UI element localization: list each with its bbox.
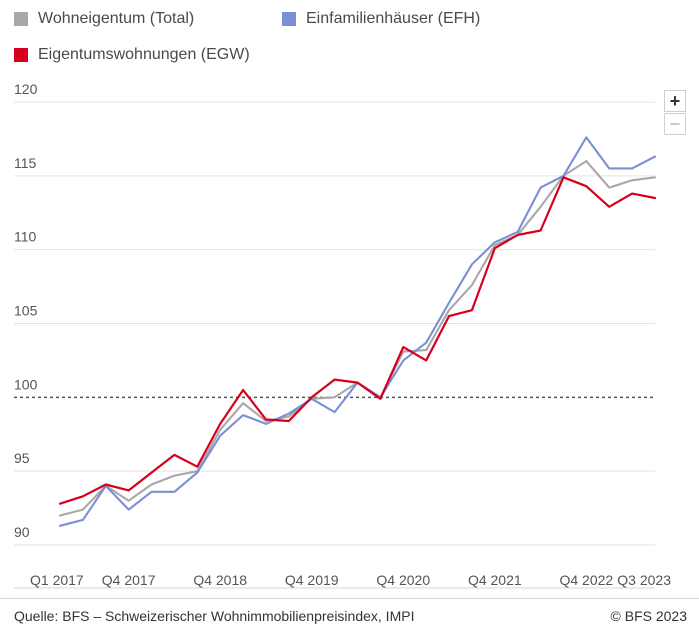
legend-item-efh[interactable]: Einfamilienhäuser (EFH) [282,10,480,28]
y-tick-label-90: 90 [14,524,30,540]
legend-swatch-egw [14,48,28,62]
zoom-out-button[interactable]: − [664,113,686,135]
x-tick-label-q4-2017: Q4 2017 [102,572,156,588]
y-axis: 90 95 100 105 110 115 120 [14,81,38,540]
x-tick-label-q4-2019: Q4 2019 [285,572,339,588]
legend-label-total: Wohneigentum (Total) [38,10,195,27]
y-tick-label-115: 115 [14,155,37,171]
series-lines [58,136,657,527]
footer: Quelle: BFS – Schweizerischer Wohnimmobi… [0,598,699,636]
legend-label-efh: Einfamilienhäuser (EFH) [306,10,481,27]
legend-item-egw[interactable]: Eigentumswohnungen (EGW) [14,46,250,64]
zoom-in-button[interactable]: + [664,90,686,112]
y-tick-label-95: 95 [14,450,30,466]
chart-legend: Wohneigentum (Total) Einfamilienhäuser (… [14,10,654,70]
x-tick-label-q3-2023: Q3 2023 [617,572,671,588]
y-tick-label-110: 110 [14,229,37,245]
footer-divider [0,598,699,599]
series-line-total[interactable] [58,160,657,517]
copyright-note: © BFS 2023 [610,608,687,624]
source-note: Quelle: BFS – Schweizerischer Wohnimmobi… [14,608,415,624]
legend-label-egw: Eigentumswohnungen (EGW) [38,46,250,63]
x-axis: Q1 2017 Q4 2017 Q4 2018 Q4 2019 Q4 2020 Q4 20… [14,572,671,589]
series-line-efh[interactable] [58,136,657,527]
x-tick-label-q1-2017: Q1 2017 [30,572,84,588]
legend-item-total[interactable]: Wohneigentum (Total) [14,10,194,28]
y-tick-label-120: 120 [14,81,38,97]
series-line-egw[interactable] [58,176,657,505]
x-tick-label-q4-2020: Q4 2020 [376,572,430,588]
x-tick-label-q4-2021: Q4 2021 [468,572,522,588]
grid-lines [14,101,655,546]
line-chart: 90 95 100 105 110 115 120 Q1 2017 Q4 2017 Q4 201… [14,81,671,589]
x-tick-label-q4-2022: Q4 2022 [559,572,613,588]
y-tick-label-105: 105 [14,303,38,319]
x-tick-label-q4-2018: Q4 2018 [193,572,247,588]
legend-swatch-total [14,12,28,26]
legend-swatch-efh [282,12,296,26]
y-tick-label-100: 100 [14,376,38,392]
